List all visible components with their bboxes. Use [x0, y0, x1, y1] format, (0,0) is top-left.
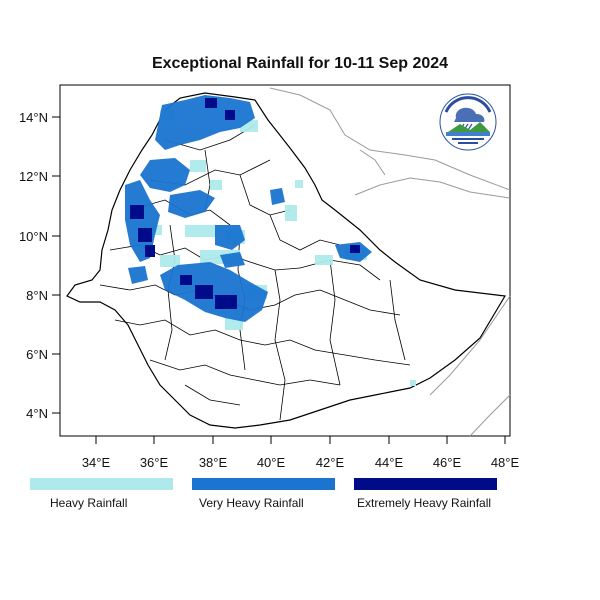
lon-label: 36°E — [140, 455, 169, 470]
legend-label-very-heavy: Very Heavy Rainfall — [199, 496, 304, 510]
axis-ticks — [52, 116, 506, 444]
legend-swatch-very-heavy — [192, 478, 335, 490]
lat-label: 4°N — [26, 406, 48, 421]
lat-label: 12°N — [19, 169, 48, 184]
map-title: Exceptional Rainfall for 10-11 Sep 2024 — [151, 55, 449, 72]
lon-label: 44°E — [375, 455, 404, 470]
lat-label: 6°N — [26, 347, 48, 362]
neighbor-borders — [269, 87, 511, 437]
lon-label: 34°E — [82, 455, 111, 470]
legend-swatch-heavy — [30, 478, 173, 490]
lon-label: 42°E — [316, 455, 345, 470]
admin-boundaries — [99, 124, 411, 421]
lon-label: 48°E — [491, 455, 520, 470]
lon-label: 46°E — [433, 455, 462, 470]
legend-swatch-extremely-heavy — [354, 478, 497, 490]
meteorology-agency-logo-icon — [439, 93, 497, 151]
legend-label-heavy: Heavy Rainfall — [50, 496, 128, 510]
lat-label: 8°N — [26, 288, 48, 303]
lon-label: 40°E — [257, 455, 286, 470]
lat-label: 10°N — [19, 229, 48, 244]
legend-label-extremely-heavy: Extremely Heavy Rainfall — [357, 496, 492, 510]
lat-label: 14°N — [19, 110, 48, 125]
lon-label: 38°E — [199, 455, 228, 470]
rainfall-extremely-heavy — [130, 98, 360, 309]
